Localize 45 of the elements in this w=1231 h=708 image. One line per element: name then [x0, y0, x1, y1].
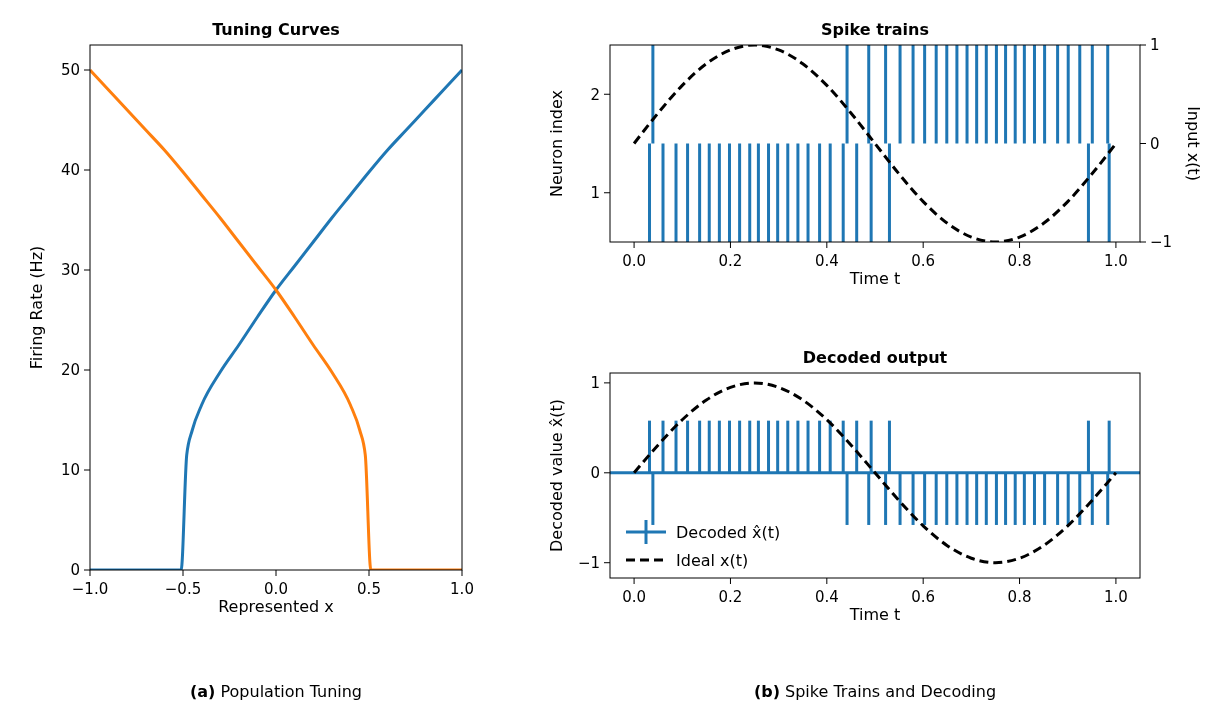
text: (a) Population Tuning	[189, 682, 363, 701]
x-tick-label: 1.0	[1103, 588, 1128, 606]
x-tick-label: −0.5	[164, 580, 202, 598]
y-tick-label: 1	[590, 184, 600, 202]
y-tick-label: 0	[590, 464, 600, 483]
x-tick-label: 0.0	[264, 580, 288, 598]
x-tick-label: 1.0	[450, 580, 474, 598]
legend-label: Ideal x(t)	[676, 550, 749, 570]
y-tick-label: 10	[60, 461, 80, 480]
y-tick-label: 1	[590, 374, 600, 393]
x-tick-label: 0.4	[814, 252, 839, 270]
x-tick-label: 0.6	[911, 252, 936, 270]
legend-label: Decoded x̂(t)	[676, 522, 781, 542]
chart-title: Spike trains	[821, 20, 929, 39]
y-tick-label: 30	[60, 261, 80, 280]
x-axis-title: Represented x	[218, 597, 334, 616]
y-axis-title: Neuron index	[547, 90, 566, 197]
y2-tick-label: 1	[1150, 36, 1160, 55]
y2-tick-label: −1	[1150, 233, 1173, 252]
y-axis-title: Firing Rate (Hz)	[27, 245, 46, 370]
text: (b) Spike Trains and Decoding	[753, 682, 997, 701]
x-tick-label: 0.2	[718, 252, 743, 270]
x-tick-label: 0.2	[718, 588, 743, 606]
x-tick-label: 0.8	[1007, 252, 1032, 270]
y-tick-label: 40	[60, 161, 80, 180]
y-tick-label: 2	[590, 85, 600, 104]
x-tick-label: 1.0	[1103, 252, 1128, 270]
x-tick-label: 0.0	[622, 252, 647, 270]
x-tick-label: 0.5	[357, 580, 381, 598]
chart-title: Decoded output	[802, 348, 948, 367]
x-tick-label: −1.0	[71, 580, 109, 598]
x-axis-title: Time t	[848, 605, 901, 624]
y-axis-title: Decoded value x̂(t)	[547, 398, 566, 553]
x-axis-title: Time t	[848, 269, 901, 288]
x-tick-label: 0.4	[814, 588, 839, 606]
y-tick-label: 50	[60, 61, 80, 80]
y-tick-label: −1	[577, 553, 600, 572]
x-tick-label: 0.8	[1007, 588, 1032, 606]
y-tick-label: 0	[70, 561, 80, 580]
chart-title: Tuning Curves	[212, 20, 340, 39]
y2-tick-label: 0	[1150, 134, 1160, 153]
y2-axis-title: Input x(t)	[1184, 106, 1203, 181]
x-tick-label: 0.6	[911, 588, 936, 606]
y-tick-label: 20	[60, 361, 80, 380]
x-tick-label: 0.0	[622, 588, 647, 606]
